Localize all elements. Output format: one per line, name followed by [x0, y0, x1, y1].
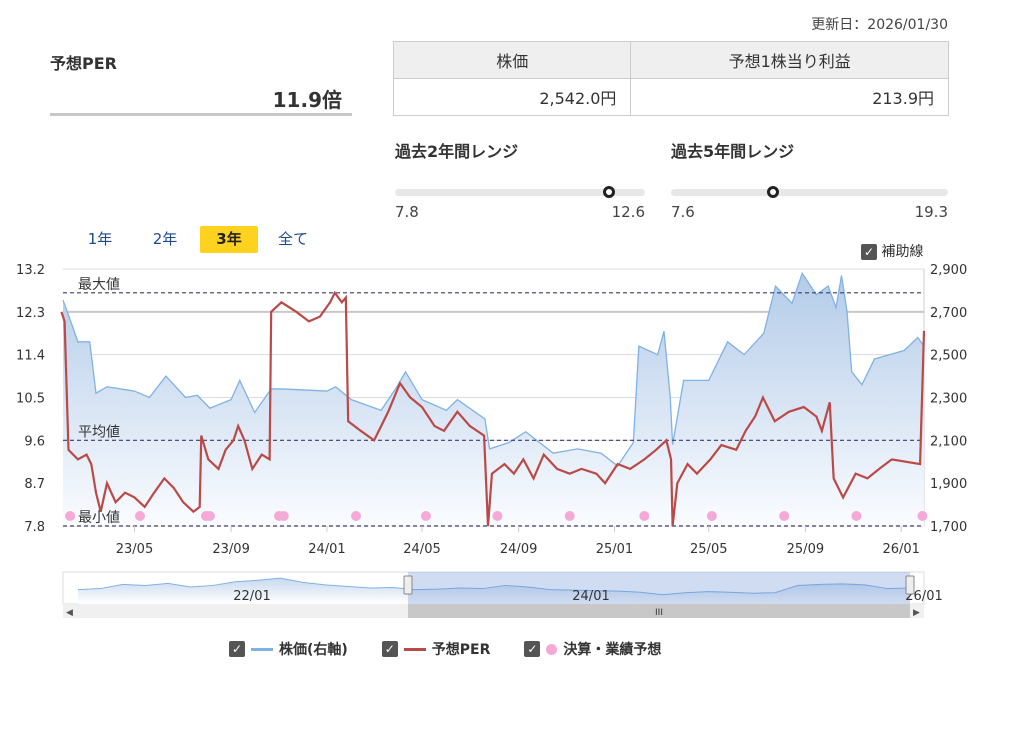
legend: ✓ 株価(右軸) ✓ 予想PER ✓ 決算・業績予想 — [229, 639, 661, 659]
divider — [50, 113, 352, 116]
range-2y-track — [395, 189, 645, 196]
y-left-tick-label: 12.3 — [16, 306, 45, 321]
scroll-right-arrow-icon[interactable]: ▶ — [913, 608, 920, 618]
y-left-tick-label: 8.7 — [24, 477, 45, 492]
earnings-marker — [492, 511, 503, 521]
legend-label: 予想PER — [431, 642, 491, 658]
y-right-tick-label: 1,900 — [930, 477, 967, 492]
ref-line-label: 最小値 — [78, 510, 120, 526]
checkbox-icon[interactable]: ✓ — [229, 641, 245, 657]
range-2y-title: 過去2年間レンジ — [395, 142, 519, 161]
earnings-marker — [278, 511, 289, 521]
navigator-label: 24/01 — [572, 589, 609, 604]
period-all-button[interactable]: 全て — [277, 230, 308, 248]
navigator-handle[interactable] — [403, 575, 413, 595]
checkbox-icon[interactable]: ✓ — [524, 641, 541, 657]
period-3y-button[interactable]: 3年 — [200, 226, 258, 253]
earnings-marker — [706, 511, 717, 521]
legend-per[interactable]: ✓ 予想PER — [381, 639, 491, 659]
navigator-line — [77, 577, 911, 596]
legend-price[interactable]: ✓ 株価(右軸) — [229, 639, 348, 659]
price-eps-table: 株価 予想1株当り利益 2,542.0円 213.9円 — [392, 41, 949, 116]
x-tick-label: 24/09 — [500, 542, 537, 557]
navigator-selection — [408, 572, 910, 604]
earnings-marker — [134, 511, 145, 521]
checkbox-icon[interactable]: ✓ — [381, 641, 398, 657]
y-right-tick-label: 2,300 — [930, 392, 967, 407]
earnings-marker — [639, 511, 650, 521]
range-5y-marker — [766, 186, 779, 198]
price-line — [62, 271, 925, 467]
scroll-left-arrow-icon[interactable]: ◀ — [66, 608, 73, 618]
y-right-tick-label: 1,700 — [930, 520, 967, 535]
y-right-tick-label: 2,100 — [930, 434, 967, 449]
ref-line-label: 最大値 — [78, 277, 120, 293]
earnings-marker — [851, 511, 862, 521]
header-eps: 予想1株当り利益 — [630, 41, 949, 79]
earnings-marker — [779, 511, 790, 521]
ref-line-label: 平均値 — [78, 424, 120, 440]
x-tick-label: 25/01 — [596, 542, 633, 557]
y-left-tick-label: 11.4 — [16, 349, 45, 364]
navigator-handle[interactable] — [905, 575, 915, 595]
earnings-marker — [420, 511, 431, 521]
legend-label: 株価(右軸) — [279, 642, 348, 658]
range-2y-marker — [602, 186, 615, 198]
eps-value: 213.9円 — [630, 78, 949, 116]
legend-label: 決算・業績予想 — [563, 642, 662, 658]
period-1y-button[interactable]: 1年 — [87, 230, 113, 248]
earnings-marker — [204, 511, 215, 521]
legend-earnings[interactable]: ✓ 決算・業績予想 — [524, 639, 661, 659]
x-tick-label: 23/05 — [116, 542, 153, 557]
y-left-tick-label: 10.5 — [16, 392, 45, 407]
dot-swatch-icon — [546, 643, 558, 655]
price-area — [63, 273, 924, 526]
navigator-label: 22/01 — [233, 589, 270, 604]
earnings-marker — [917, 511, 928, 521]
range-2y-max: 12.6 — [611, 203, 645, 221]
y-left-tick-label: 13.2 — [16, 263, 45, 278]
x-tick-label: 23/09 — [212, 542, 249, 557]
range-5y-track — [671, 189, 948, 196]
period-2y-button[interactable]: 2年 — [152, 230, 178, 248]
checkbox-icon[interactable]: ✓ — [861, 244, 877, 260]
y-left-tick-label: 9.6 — [24, 434, 45, 449]
stock-price-value: 2,542.0円 — [392, 78, 632, 116]
x-tick-label: 24/01 — [308, 542, 345, 557]
x-tick-label: 24/05 — [403, 542, 440, 557]
per-label: 予想PER — [50, 54, 117, 73]
range-2y-min: 7.8 — [395, 203, 419, 221]
y-right-tick-label: 2,700 — [930, 306, 967, 321]
range-5y-title: 過去5年間レンジ — [671, 142, 795, 161]
y-right-tick-label: 2,500 — [930, 349, 967, 364]
line-swatch-icon — [403, 647, 426, 651]
updated-date: 更新日：2026/01/30 — [811, 17, 948, 33]
earnings-marker — [564, 511, 575, 521]
earnings-marker — [65, 511, 76, 521]
x-tick-label: 26/01 — [882, 542, 919, 557]
aux-lines-label: 補助線 — [881, 244, 924, 260]
line-swatch-icon — [251, 647, 273, 651]
range-5y-min: 7.6 — [671, 203, 695, 221]
x-tick-label: 25/09 — [787, 542, 824, 557]
earnings-marker — [351, 511, 362, 521]
scrollbar-thumb[interactable] — [408, 604, 910, 618]
y-right-tick-label: 2,900 — [930, 263, 967, 278]
range-5y-max: 19.3 — [914, 203, 948, 221]
per-value: 11.9倍 — [272, 88, 342, 112]
per-chart[interactable]: 13.2 2,900 12.3 2,700 11.4 2,500 10.5 2,300 9.6 2… — [0, 258, 1024, 628]
y-left-tick-label: 7.8 — [24, 520, 45, 535]
navigator-area — [78, 578, 910, 604]
per-line — [60, 290, 926, 527]
navigator-label: 26/01 — [905, 589, 942, 604]
x-tick-label: 25/05 — [690, 542, 727, 557]
scrollbar-grip-icon: III — [655, 608, 663, 618]
aux-lines-toggle[interactable]: ✓ 補助線 — [861, 241, 923, 261]
header-price: 株価 — [392, 41, 632, 79]
